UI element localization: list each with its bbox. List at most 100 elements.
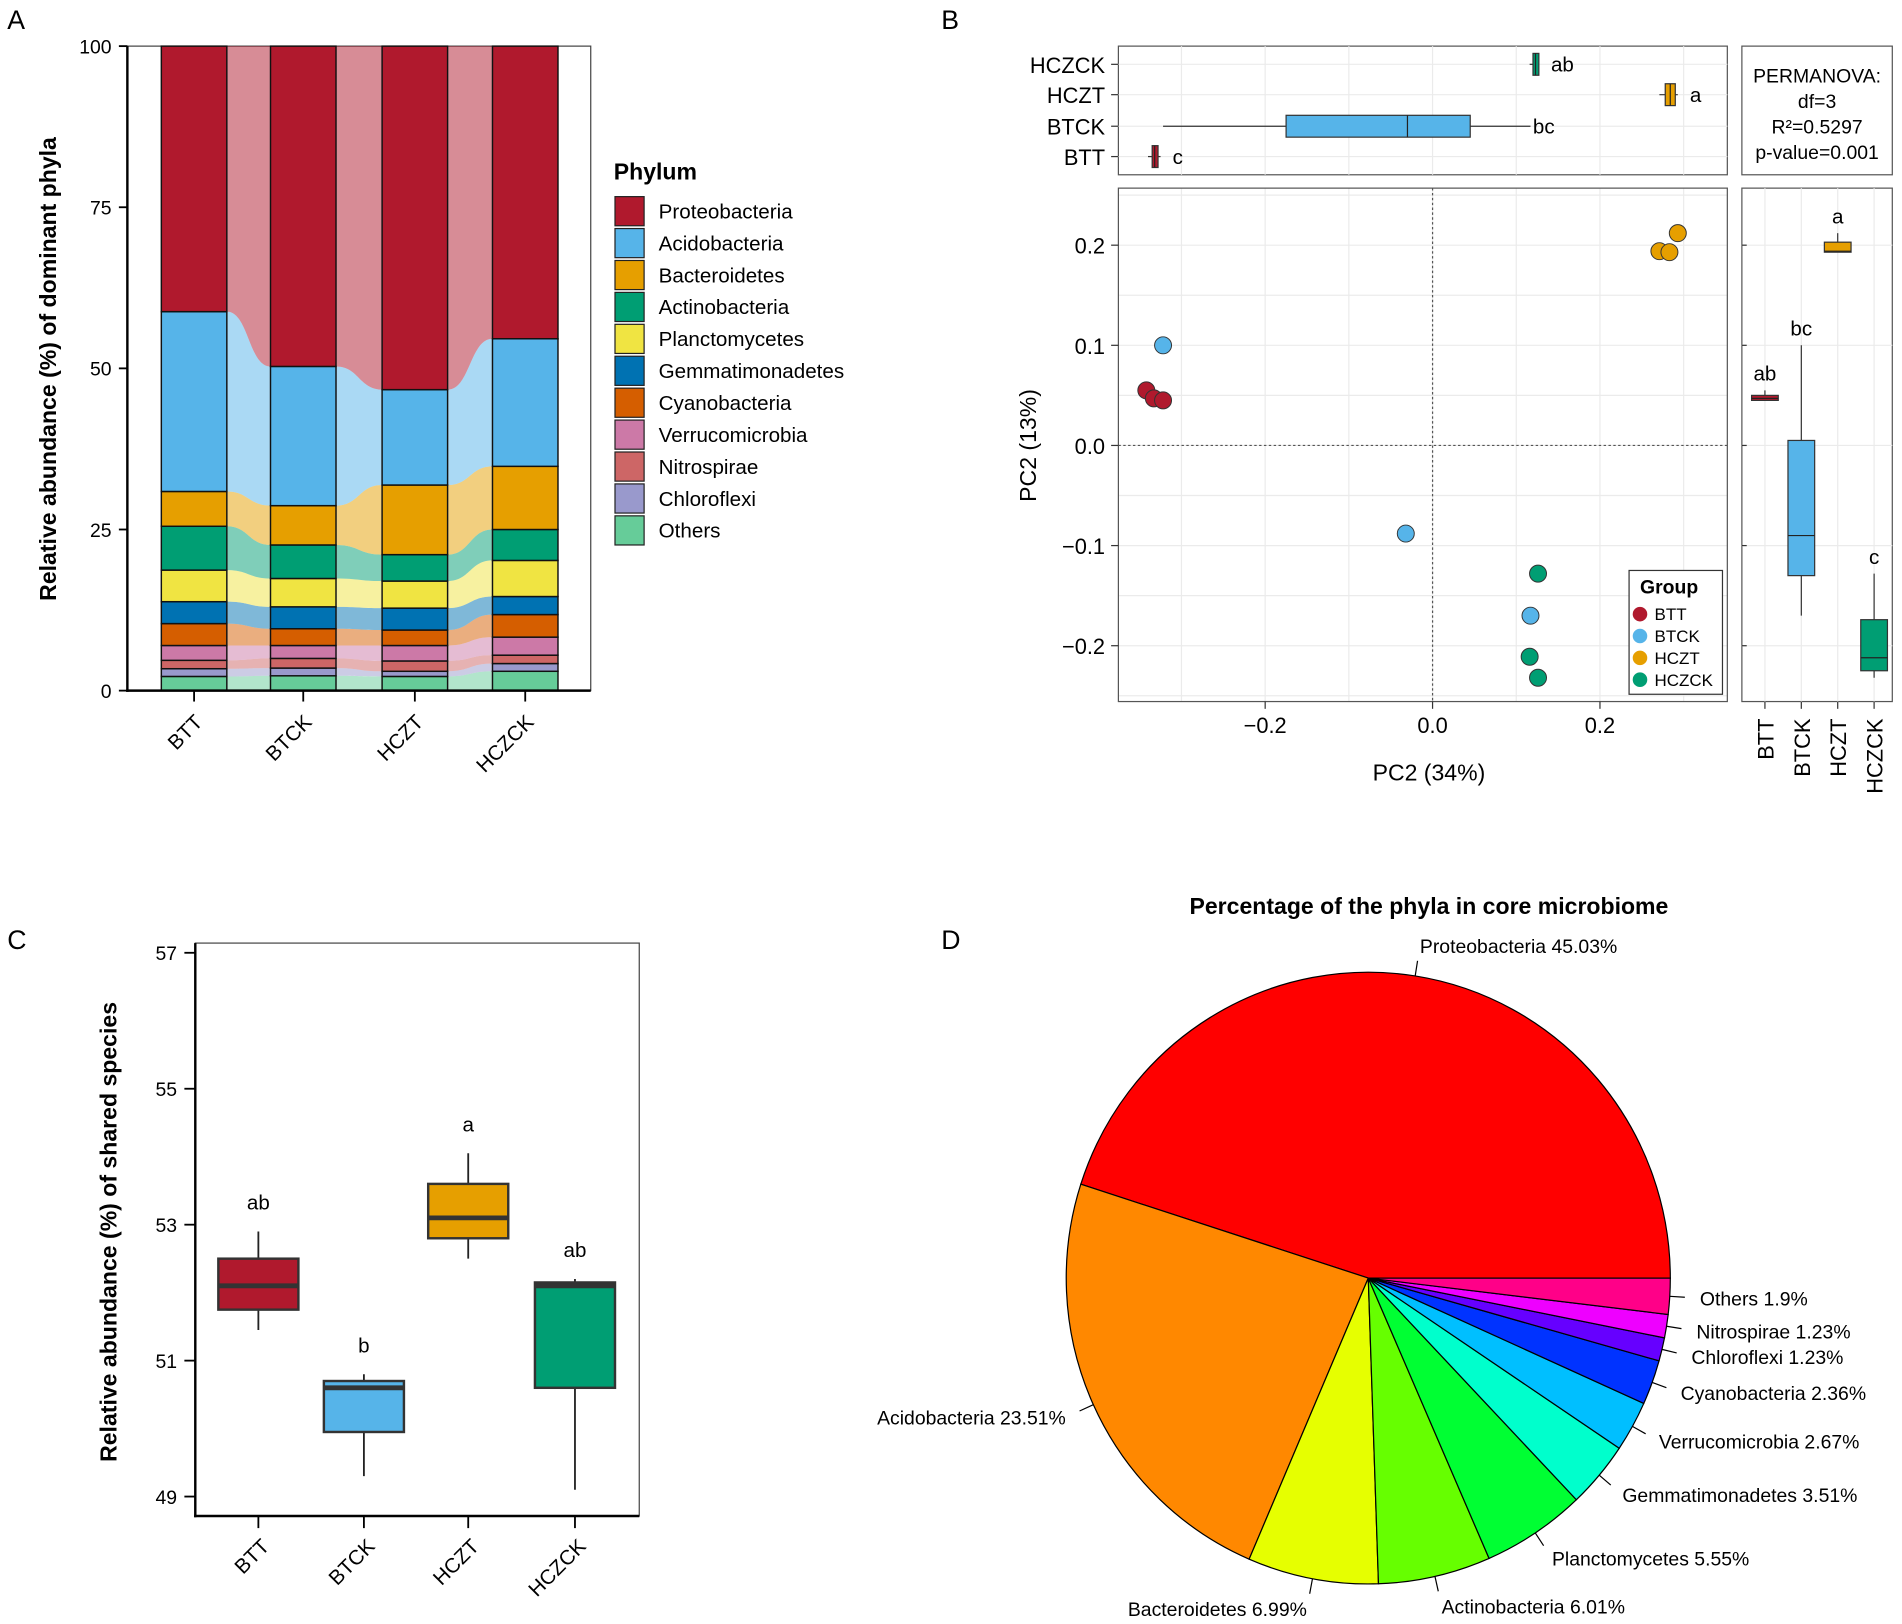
y-tick-label: 55 [156,1079,178,1101]
legend-label: BTT [1655,605,1687,624]
bar-segment [381,629,449,647]
bar-segment [269,628,337,647]
top-panel-group-label: BTCK [1047,115,1106,140]
top-boxplot-panel [1117,45,1728,176]
slice-label: Acidobacteria 23.51% [877,1408,1066,1430]
legend-marker [1632,628,1648,644]
y-tick-label: −0.2 [1062,634,1105,659]
flow-band [447,614,493,646]
label-leader-line [1666,1325,1682,1330]
legend-swatch [614,355,645,386]
bar-segment [160,525,228,571]
flow-band [336,628,383,646]
data-point [1668,224,1687,243]
flow-band [447,560,493,609]
flow-band [226,623,271,646]
legend-label: Chloroflexi [659,488,756,511]
bar-segment [491,465,559,531]
bar-segment [381,580,449,609]
x-tick-label: BTCK [261,710,316,765]
panel-c-boxplot: 49 51 53 55 57 ab BTT b BTCK a HCZT ab HCZCK Relative… [95,942,640,1601]
x-tick-label: HCZT [1826,719,1851,777]
flow-band [226,658,271,669]
label-leader-line [1309,1578,1314,1594]
flow-band [336,675,383,691]
label-leader-line [1598,1474,1612,1486]
legend-label: Gemmatimonadetes [659,360,845,383]
pie-slice [1065,1183,1370,1560]
legend-swatch [614,259,645,291]
x-tick-label: HCZT [429,1535,484,1590]
y-axis-title: Relative abundance (%) of dominant phyla [35,137,61,601]
flow-band [226,311,271,506]
legend-marker [1632,672,1648,687]
x-tick-label: HCZT [373,710,428,765]
y-tick-label: 0.0 [1075,434,1105,459]
legend-marker [1632,606,1648,622]
bar-segment [160,490,228,528]
significance-letter: a [1832,205,1844,228]
legend-swatch [614,515,645,546]
y-tick-label: 49 [156,1487,178,1509]
label-leader-line [1661,1348,1677,1354]
label-leader-line [1434,1576,1439,1592]
box [1860,619,1889,672]
panel-d-pie-chart: Percentage of the phyla in core microbio… [877,893,1866,1621]
significance-letter: bc [1533,116,1555,139]
bar-segment [269,544,337,580]
flow-band [226,570,271,607]
flow-band [226,668,271,677]
significance-letter: c [1869,546,1879,569]
legend-swatch [614,483,645,514]
bar-segment [269,577,337,608]
significance-letter: a [462,1113,474,1136]
plot-area [194,942,640,1517]
legend-swatch [614,419,645,450]
bar-segment [381,660,449,673]
panel-b-pcoa-plot: BTT c BTCK bc HCZT a HCZCK ab PERMANOVA: df=3 R²=0… [1015,45,1893,794]
y-tick-label: 51 [156,1351,178,1373]
bar-segment [491,662,559,673]
flow-band [447,46,493,390]
slice-label: Verrucomicrobia 2.67% [1659,1431,1860,1453]
label-leader-line [1534,1532,1545,1547]
permanova-text: df=3 [1798,91,1836,113]
chart-title: Percentage of the phyla in core microbio… [1189,893,1668,919]
flow-band [447,466,493,555]
bar-segment [269,45,337,368]
bar-segment [381,644,449,662]
x-tick-label: 0.2 [1585,713,1615,738]
y-axis-title: Relative abundance (%) of shared species [95,1002,121,1462]
x-tick-label: HCZCK [472,710,539,777]
legend-title: Phylum [614,159,697,185]
significance-letter: b [358,1334,369,1357]
flow-band [336,485,383,555]
bar-segment [160,675,228,692]
legend-label: Cyanobacteria [659,392,792,415]
permanova-text: PERMANOVA: [1753,66,1881,88]
bar-segment [491,670,559,692]
data-point [1520,647,1539,666]
panel-a-stacked-bar-chart: 0 25 50 75 100 BTT BTCK HCZT HCZCK Relative abund… [35,36,844,777]
panel-letter-a: A [7,5,25,35]
legend-swatch [614,196,645,227]
slice-label: Proteobacteria 45.03% [1420,936,1617,958]
bar-segment [269,504,337,546]
flow-band [336,366,383,506]
flow-band [226,675,271,691]
y-axis-title: PC2 (13%) [1015,389,1041,502]
y-tick-label: 100 [79,36,112,58]
data-point [1154,336,1173,355]
y-tick-label: 0 [101,681,112,703]
x-tick-label: −0.2 [1244,713,1287,738]
slice-label: Chloroflexi 1.23% [1691,1347,1843,1369]
significance-letter: c [1173,146,1183,169]
bar-segment [269,365,337,507]
y-tick-label: 0.2 [1075,234,1105,259]
flow-band [447,663,493,677]
x-tick-label: BTT [230,1535,274,1579]
flow-band [226,645,271,661]
data-point [1154,391,1173,410]
flow-band [447,655,493,672]
